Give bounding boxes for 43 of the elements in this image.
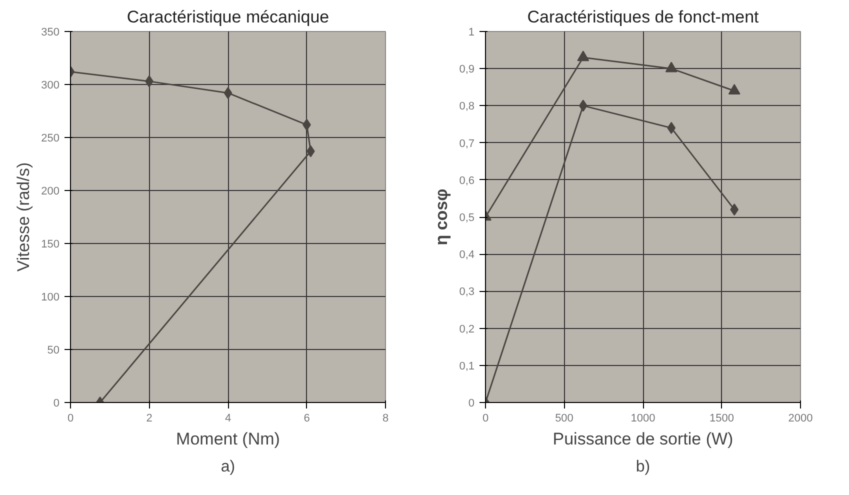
x-tick-label: 6 — [304, 412, 310, 424]
y-tick-label: 50 — [47, 344, 60, 356]
chart-title: Caractéristiques de fonct-ment — [527, 8, 760, 26]
y-tick-label: 0,7 — [459, 138, 475, 150]
point — [577, 50, 590, 62]
x-tick-label: 1000 — [630, 412, 656, 424]
x-tick-label: 500 — [555, 412, 574, 424]
x-axis-title: Puissance de sortie (W) — [552, 430, 734, 448]
x-tick-label: 0 — [482, 412, 489, 424]
point — [224, 86, 232, 99]
text: b) — [636, 458, 650, 476]
y-tick-label: 350 — [41, 26, 60, 38]
y-tick-label: 0,3 — [459, 286, 475, 298]
y-tick-label: 0,1 — [459, 360, 475, 372]
y-tick-label: 0,5 — [459, 212, 475, 224]
x-tick-label: 2 — [146, 412, 152, 424]
y-tick-label: 0 — [468, 398, 475, 410]
y-tick-label: 100 — [41, 292, 60, 304]
y-tick-label: 300 — [41, 80, 60, 92]
x-tick-label: 4 — [224, 412, 232, 424]
x-axis-title: Moment (Nm) — [176, 430, 280, 448]
point — [667, 122, 676, 134]
text: a) — [220, 458, 236, 476]
point — [578, 100, 588, 112]
x-tick-label: 0 — [67, 412, 74, 424]
y-tick-label: 0,9 — [459, 64, 475, 76]
chart-title: Caractéristique mécanique — [126, 8, 330, 26]
x-tick-label: 2000 — [788, 412, 813, 424]
y-tick-label: 250 — [41, 132, 60, 144]
point — [728, 84, 740, 95]
point — [665, 62, 678, 72]
y-tick-label: 0 — [53, 398, 60, 410]
y-tick-label: 200 — [41, 186, 60, 198]
y-tick-label: 0,4 — [459, 249, 475, 262]
x-tick-label: 8 — [382, 412, 389, 424]
y-tick-label: 0,2 — [459, 323, 475, 336]
x-tick-label: 1500 — [710, 412, 734, 424]
y-tick-label: 0,8 — [459, 100, 475, 113]
y-tick-label: 1 — [468, 26, 475, 38]
y-axis-title: η cosφ — [432, 188, 452, 246]
y-tick-label: 150 — [41, 238, 60, 250]
y-axis-title: Vitesse (rad/s) — [14, 162, 34, 272]
y-tick-label: 0,6 — [459, 174, 475, 187]
